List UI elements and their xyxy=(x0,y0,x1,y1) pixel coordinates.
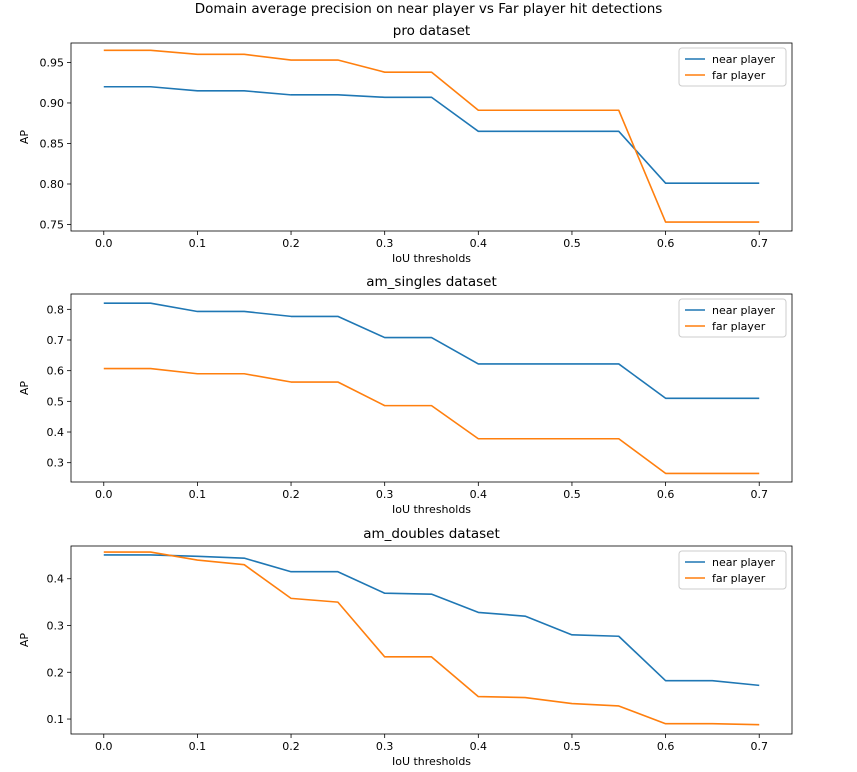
x-tick-label: 0.7 xyxy=(750,237,768,250)
y-tick-label: 0.4 xyxy=(47,426,65,439)
x-tick-label: 0.4 xyxy=(470,488,488,501)
subplot-title: pro dataset xyxy=(393,23,470,39)
y-tick-label: 0.90 xyxy=(40,97,65,110)
legend-entry: far player xyxy=(712,572,766,585)
x-tick-label: 0.5 xyxy=(563,237,581,250)
y-tick-label: 0.6 xyxy=(47,365,65,378)
x-tick-label: 0.7 xyxy=(750,488,768,501)
x-tick-label: 0.1 xyxy=(189,237,207,250)
legend-entry: near player xyxy=(712,304,776,317)
legend: near player far player xyxy=(678,298,787,338)
subplot-2: am_singles dataset 0.0 0.1 0.2 0.3 0.4 0.5 0.6 0… xyxy=(18,274,793,516)
y-tick-label: 0.5 xyxy=(47,395,65,408)
y-tick-label: 0.95 xyxy=(40,56,65,69)
x-axis-label: IoU thresholds xyxy=(392,252,471,265)
legend: near player far player xyxy=(678,550,787,590)
series-line-near-player xyxy=(103,85,760,184)
legend-frame xyxy=(678,298,787,338)
x-tick-label: 0.2 xyxy=(282,488,300,501)
series-line-near-player xyxy=(103,302,760,400)
y-tick-label: 0.1 xyxy=(47,713,65,726)
legend-entry: far player xyxy=(712,320,766,333)
x-tick-label: 0.6 xyxy=(657,237,675,250)
legend: near player far player xyxy=(678,47,787,87)
x-tick-label: 0.3 xyxy=(376,237,394,250)
y-tick-label: 0.85 xyxy=(40,137,65,150)
y-tick-label: 0.75 xyxy=(40,219,65,232)
y-tick-label: 0.3 xyxy=(47,457,65,470)
y-tick-label: 0.2 xyxy=(47,666,65,679)
x-tick-label: 0.4 xyxy=(470,237,488,250)
legend-entry: near player xyxy=(712,53,776,66)
legend-entry: near player xyxy=(712,556,776,569)
x-tick-label: 0.6 xyxy=(657,488,675,501)
legend-entry: far player xyxy=(712,69,766,82)
subplot-3: am_doubles dataset 0.0 0.1 0.2 0.3 0.4 0.5 0.6 0… xyxy=(18,526,793,768)
y-axis-label: AP xyxy=(18,633,31,648)
subplot-1: pro dataset 0.0 0.1 0.2 0.3 0.4 0.5 0.6 0.7 0.75 0… xyxy=(18,23,793,265)
x-tick-label: 0.4 xyxy=(470,740,488,753)
x-axis-label: IoU thresholds xyxy=(392,503,471,516)
x-tick-label: 0.1 xyxy=(189,740,207,753)
x-tick-label: 0.3 xyxy=(376,488,394,501)
series-line-near-player xyxy=(103,554,760,687)
x-tick-label: 0.5 xyxy=(563,488,581,501)
axes-frame xyxy=(70,545,793,735)
y-tick-label: 0.8 xyxy=(47,303,65,316)
x-tick-label: 0.7 xyxy=(750,740,768,753)
subplot-title: am_singles dataset xyxy=(366,274,497,290)
axes-frame xyxy=(70,42,793,232)
series-line-far-player xyxy=(103,49,760,223)
x-tick-label: 0.6 xyxy=(657,740,675,753)
y-tick-label: 0.7 xyxy=(47,334,65,347)
y-axis-label: AP xyxy=(18,130,31,145)
x-tick-label: 0.3 xyxy=(376,740,394,753)
figure-suptitle: Domain average precision on near player … xyxy=(194,1,663,17)
y-axis-label: AP xyxy=(18,381,31,396)
x-tick-label: 0.5 xyxy=(563,740,581,753)
series-line-far-player xyxy=(103,367,760,475)
x-axis-label: IoU thresholds xyxy=(392,755,471,768)
subplot-title: am_doubles dataset xyxy=(363,526,500,542)
x-tick-label: 0.0 xyxy=(95,488,113,501)
y-tick-label: 0.80 xyxy=(40,178,65,191)
x-tick-label: 0.0 xyxy=(95,237,113,250)
series-line-far-player xyxy=(103,551,760,726)
legend-frame xyxy=(678,47,787,87)
y-tick-label: 0.4 xyxy=(47,573,65,586)
x-tick-label: 0.2 xyxy=(282,740,300,753)
legend-frame xyxy=(678,550,787,590)
axes-frame xyxy=(70,293,793,483)
x-tick-label: 0.2 xyxy=(282,237,300,250)
y-tick-label: 0.3 xyxy=(47,620,65,633)
x-tick-label: 0.0 xyxy=(95,740,113,753)
x-tick-label: 0.1 xyxy=(189,488,207,501)
